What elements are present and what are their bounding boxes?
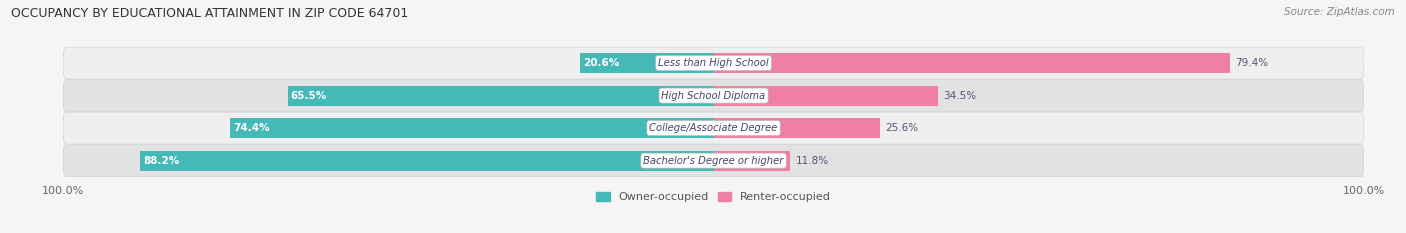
FancyBboxPatch shape	[63, 47, 1364, 79]
FancyBboxPatch shape	[63, 112, 1364, 144]
Text: 74.4%: 74.4%	[233, 123, 270, 133]
Text: 11.8%: 11.8%	[796, 156, 828, 166]
Bar	[229, 118, 713, 138]
Text: 79.4%: 79.4%	[1234, 58, 1268, 68]
Text: 65.5%: 65.5%	[291, 91, 328, 101]
FancyBboxPatch shape	[63, 145, 1364, 177]
Bar	[713, 151, 790, 171]
Text: 20.6%: 20.6%	[583, 58, 619, 68]
Text: Less than High School: Less than High School	[658, 58, 769, 68]
Legend: Owner-occupied, Renter-occupied: Owner-occupied, Renter-occupied	[592, 188, 835, 207]
Text: 88.2%: 88.2%	[143, 156, 180, 166]
Text: College/Associate Degree: College/Associate Degree	[650, 123, 778, 133]
Bar	[288, 86, 713, 106]
Text: Bachelor's Degree or higher: Bachelor's Degree or higher	[644, 156, 783, 166]
Text: High School Diploma: High School Diploma	[661, 91, 766, 101]
Bar	[713, 118, 880, 138]
Bar	[579, 53, 713, 73]
Bar	[141, 151, 713, 171]
Text: Source: ZipAtlas.com: Source: ZipAtlas.com	[1284, 7, 1395, 17]
Bar	[713, 53, 1230, 73]
FancyBboxPatch shape	[63, 80, 1364, 112]
Text: OCCUPANCY BY EDUCATIONAL ATTAINMENT IN ZIP CODE 64701: OCCUPANCY BY EDUCATIONAL ATTAINMENT IN Z…	[11, 7, 409, 20]
Text: 34.5%: 34.5%	[943, 91, 976, 101]
Text: 25.6%: 25.6%	[886, 123, 918, 133]
Bar	[713, 86, 938, 106]
